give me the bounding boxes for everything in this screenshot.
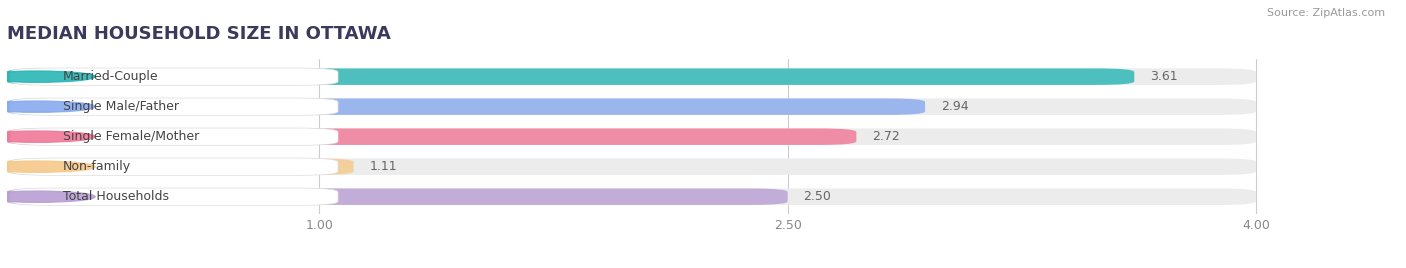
Circle shape (0, 71, 96, 82)
FancyBboxPatch shape (7, 98, 1256, 115)
FancyBboxPatch shape (7, 68, 1256, 85)
FancyBboxPatch shape (7, 128, 856, 145)
Text: 1.11: 1.11 (370, 160, 396, 173)
FancyBboxPatch shape (7, 98, 925, 115)
Circle shape (0, 161, 96, 172)
FancyBboxPatch shape (7, 188, 1256, 205)
FancyBboxPatch shape (10, 98, 337, 115)
FancyBboxPatch shape (10, 158, 337, 175)
Circle shape (0, 131, 96, 142)
Text: Total Households: Total Households (63, 190, 169, 203)
Text: Source: ZipAtlas.com: Source: ZipAtlas.com (1267, 8, 1385, 18)
FancyBboxPatch shape (7, 158, 1256, 175)
FancyBboxPatch shape (7, 158, 354, 175)
Text: 3.61: 3.61 (1150, 70, 1178, 83)
Text: Single Male/Father: Single Male/Father (63, 100, 179, 113)
Text: 2.72: 2.72 (872, 130, 900, 143)
Circle shape (0, 191, 96, 202)
Text: Single Female/Mother: Single Female/Mother (63, 130, 200, 143)
FancyBboxPatch shape (7, 128, 1256, 145)
FancyBboxPatch shape (7, 188, 787, 205)
Text: Non-family: Non-family (63, 160, 131, 173)
Text: MEDIAN HOUSEHOLD SIZE IN OTTAWA: MEDIAN HOUSEHOLD SIZE IN OTTAWA (7, 25, 391, 43)
FancyBboxPatch shape (10, 128, 337, 145)
FancyBboxPatch shape (10, 68, 337, 85)
Text: Married-Couple: Married-Couple (63, 70, 159, 83)
Text: 2.94: 2.94 (941, 100, 969, 113)
FancyBboxPatch shape (7, 68, 1135, 85)
Text: 2.50: 2.50 (803, 190, 831, 203)
FancyBboxPatch shape (10, 188, 337, 205)
Circle shape (0, 101, 96, 112)
